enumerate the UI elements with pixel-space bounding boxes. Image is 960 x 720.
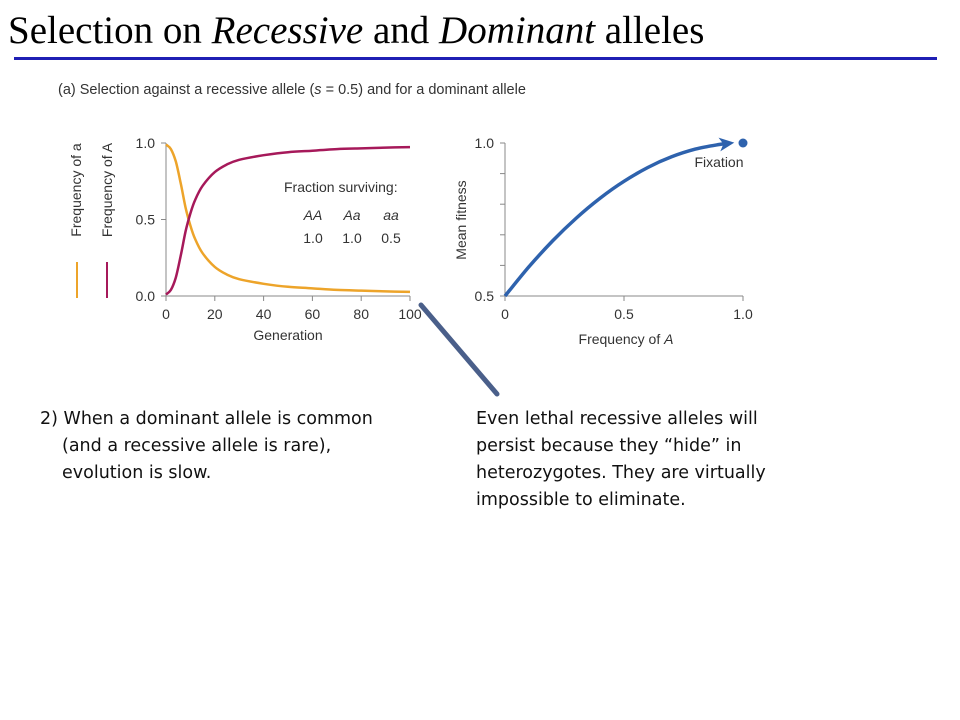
chart2-y-tick-label: 0.5 (475, 288, 495, 304)
chart1-y-tick-label: 0.0 (136, 288, 156, 304)
pointer-arrow-line (418, 302, 500, 397)
chart1-x-label: Generation (253, 327, 322, 343)
caption-part-2: = 0.5) and for a dominant allele (321, 82, 526, 98)
title-dominant: Dominant (439, 9, 596, 52)
caption-s: s (314, 82, 322, 98)
chart2-x-tick-label: 0 (501, 306, 509, 322)
chart2-x-label-A: A (663, 331, 673, 347)
left-line-1: 2) When a dominant allele is common (40, 409, 373, 429)
chart1-y-label-a: Frequency of a (68, 143, 84, 237)
chart2-y-label: Mean fitness (453, 180, 469, 259)
mean-fitness-chart: 0.5 1.0 0 0.5 1.0 Fixation Frequency of A M… (453, 135, 753, 347)
chart2-x-label: Frequency of A (579, 331, 674, 347)
chart2-y-ticks: 0.5 1.0 (475, 135, 505, 304)
legend-header-AA: AA (303, 207, 323, 223)
chart1-x-tick-label: 80 (353, 306, 369, 322)
chart2-x-tick-label: 1.0 (733, 306, 753, 322)
slide-title: Selection on Recessive and Dominant alle… (8, 4, 704, 58)
chart1-x-tick-label: 60 (305, 306, 321, 322)
caption-part-1: (a) Selection against a recessive allele… (58, 82, 315, 98)
chart1-x-tick-label: 100 (398, 306, 422, 322)
legend-value-AA: 1.0 (303, 230, 323, 246)
legend-value-aa: 0.5 (381, 230, 401, 246)
fixation-point (738, 138, 748, 148)
chart2-y-tick-label: 1.0 (475, 135, 495, 151)
chart2-x-ticks: 0 0.5 1.0 (501, 296, 753, 322)
chart2-x-tick-label: 0.5 (614, 306, 634, 322)
fitness-arrowhead (718, 137, 735, 152)
title-recessive: Recessive (211, 9, 364, 52)
chart1-y-tick-label: 0.5 (136, 212, 156, 228)
title-part-3: alleles (595, 9, 705, 52)
frequency-A-line (165, 145, 411, 296)
chart1-x-tick-label: 0 (162, 306, 170, 322)
chart1-y-label-A: Frequency of A (99, 142, 115, 237)
fixation-label: Fixation (694, 154, 743, 170)
chart1-x-ticks: 0 20 40 60 80 100 (162, 296, 422, 322)
title-part-1: Selection on (8, 9, 212, 52)
title-underline (14, 57, 937, 60)
legend-title: Fraction surviving: (284, 179, 398, 195)
title-part-2: and (363, 9, 440, 52)
left-line-2: (and a recessive allele is rare), (62, 436, 332, 456)
chart1-x-tick-label: 20 (207, 306, 223, 322)
figure-caption: (a) Selection against a recessive allele… (58, 82, 526, 98)
legend-header-Aa: Aa (342, 207, 360, 223)
left-explanation: 2) When a dominant allele is common (and… (40, 406, 440, 487)
chart1-y-ticks: 0.0 0.5 1.0 (136, 135, 166, 304)
chart1-y-tick-label: 1.0 (136, 135, 156, 151)
chart2-x-label-part: Frequency of (579, 331, 665, 347)
frequency-a-line (165, 143, 411, 294)
allele-frequency-chart: 0.0 0.5 1.0 0 20 40 60 80 100 Generation Freque… (68, 135, 422, 343)
chart1-x-tick-label: 40 (256, 306, 272, 322)
mean-fitness-line (503, 141, 727, 298)
right-explanation: Even lethal recessive alleles will persi… (476, 409, 766, 510)
legend-value-Aa: 1.0 (342, 230, 362, 246)
left-line-3: evolution is slow. (62, 463, 212, 483)
legend-header-aa: aa (383, 207, 399, 223)
